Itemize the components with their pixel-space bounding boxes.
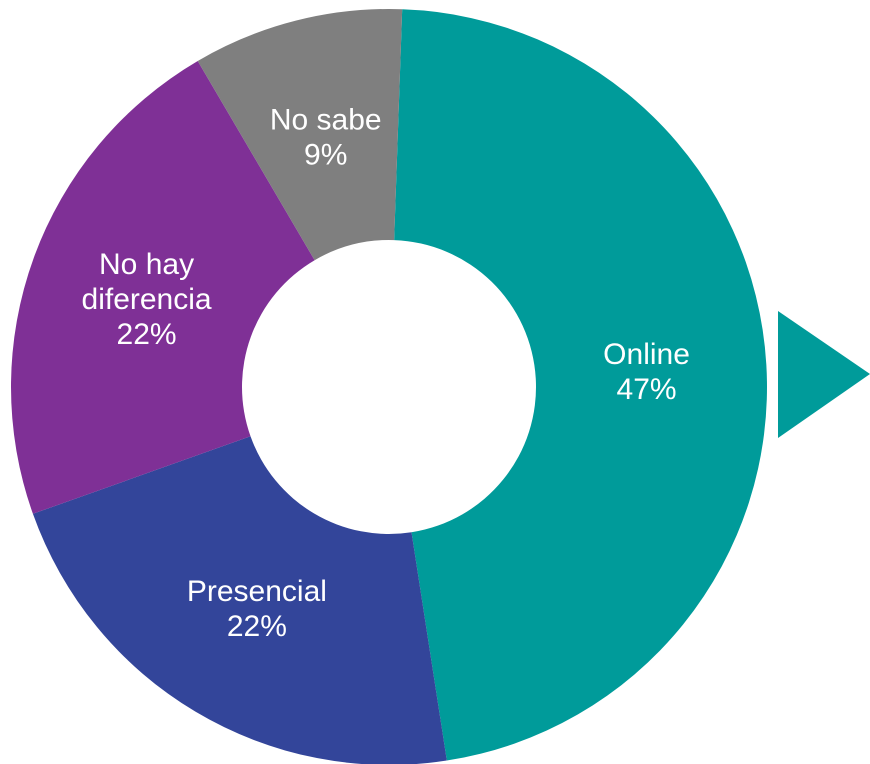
- slice-presencial: [32, 436, 447, 764]
- slice-label-no-sabe: No sabe 9%: [270, 103, 382, 171]
- slice-value-label: 47%: [617, 373, 677, 406]
- slice-value-label: 9%: [304, 138, 347, 171]
- pointer-arrow-icon: [778, 311, 870, 438]
- slice-value-label: 22%: [117, 318, 177, 351]
- slice-value-label: 22%: [227, 610, 287, 643]
- slice-label-presencial: Presencial 22%: [187, 575, 327, 643]
- slice-no-hay-diferencia: [10, 60, 315, 514]
- slice-labels: Online 47%Presencial 22%No hay diferencia 22…: [82, 103, 690, 643]
- slice-label-no-hay-diferencia: No hay diferencia 22%: [82, 248, 212, 351]
- slice-no-sabe: [197, 9, 403, 261]
- slice-name-label: Online: [603, 338, 690, 371]
- slice-name-label: No sabe: [270, 103, 382, 136]
- slice-name-label: No hay: [99, 248, 194, 281]
- slice-label-online: Online 47%: [603, 338, 690, 406]
- slice-name-label: Presencial: [187, 575, 327, 608]
- slice-online: [394, 9, 768, 761]
- donut-slices: [10, 9, 768, 764]
- slice-name-label: diferencia: [82, 283, 212, 316]
